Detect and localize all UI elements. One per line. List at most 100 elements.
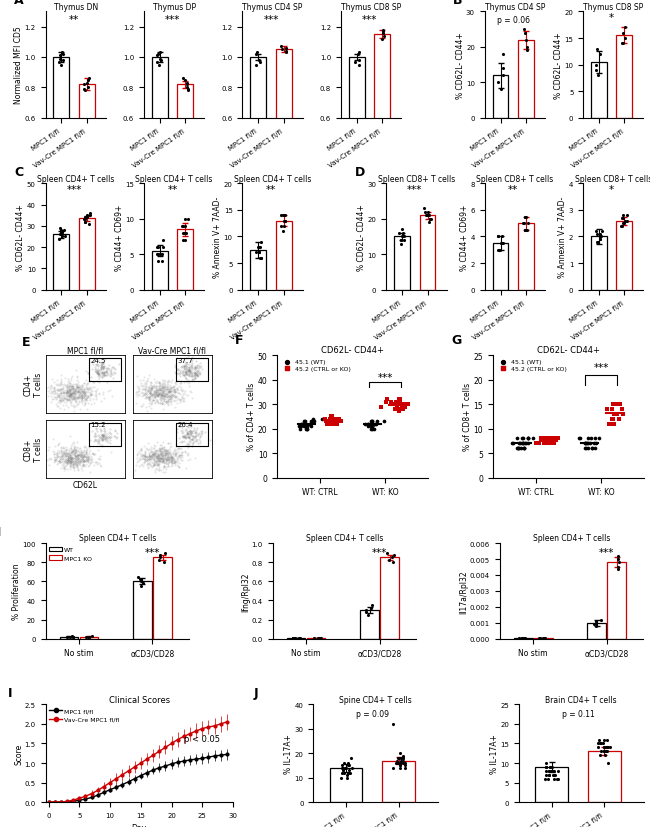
Point (320, 415, 331, 428)
Point (255, 241, 266, 255)
Point (606, 418, 617, 431)
Point (400, 400, 410, 414)
Point (317, 413, 327, 426)
Point (612, 552, 623, 566)
Point (153, 48, 163, 61)
Point (155, 551, 165, 564)
Bar (394, 237, 410, 290)
Point (306, 415, 316, 428)
Point (302, 420, 313, 433)
Point (540, 632, 551, 645)
Point (252, 47, 262, 60)
Point (53, 56, 64, 69)
Point (587, 442, 597, 455)
Point (398, 398, 409, 411)
Point (278, 209, 288, 222)
Point (329, 418, 339, 431)
Point (315, 632, 326, 645)
Text: 37.7: 37.7 (177, 357, 194, 363)
Point (339, 757, 350, 770)
Text: ***: *** (593, 362, 608, 372)
Title: CD62L- CD44+: CD62L- CD44+ (537, 346, 600, 355)
Bar (79, 637, 98, 639)
Point (553, 772, 564, 786)
Point (395, 759, 405, 772)
Point (341, 762, 351, 775)
Point (396, 398, 407, 411)
Point (497, 237, 507, 251)
Point (528, 433, 538, 446)
Point (549, 437, 559, 451)
Y-axis label: % CD62L- CD44+: % CD62L- CD44+ (456, 32, 465, 99)
Point (80, 84, 90, 98)
Point (498, 63, 508, 76)
Legend: MPC1 fl/fl, Vav-Cre MPC1 fl/fl: MPC1 fl/fl, Vav-Cre MPC1 fl/fl (49, 708, 120, 723)
Point (159, 556, 170, 569)
Point (521, 211, 531, 224)
Point (607, 418, 618, 431)
Y-axis label: % CD44+ CD69+: % CD44+ CD69+ (115, 204, 124, 270)
Point (580, 437, 590, 451)
Point (320, 413, 330, 426)
Title: Thymus CD4 SP: Thymus CD4 SP (485, 2, 545, 12)
Point (517, 437, 528, 451)
Text: *: * (609, 13, 614, 23)
Point (398, 403, 408, 416)
Point (178, 73, 188, 86)
Point (612, 408, 623, 421)
Text: ***: *** (407, 184, 422, 194)
Point (514, 632, 525, 645)
Point (515, 437, 525, 451)
Point (68, 631, 78, 644)
Point (343, 759, 354, 772)
Point (595, 231, 606, 244)
Point (136, 580, 146, 593)
Bar (250, 251, 266, 290)
Bar (493, 244, 508, 290)
Point (549, 433, 559, 446)
Title: Spleen CD8+ T cells: Spleen CD8+ T cells (378, 174, 455, 184)
Point (616, 38, 627, 51)
Point (321, 418, 332, 431)
Title: Spleen CD4+ T cells: Spleen CD4+ T cells (79, 533, 156, 543)
Point (367, 420, 378, 433)
Point (182, 77, 192, 90)
Point (256, 252, 266, 265)
Y-axis label: % CD62L- CD44+: % CD62L- CD44+ (357, 204, 366, 270)
Point (589, 618, 599, 631)
Point (361, 605, 371, 619)
Point (391, 395, 401, 409)
Point (392, 398, 402, 411)
Point (549, 772, 559, 786)
Title: Thymus DN: Thymus DN (53, 2, 98, 12)
Point (313, 631, 323, 644)
Text: A: A (14, 0, 23, 7)
Text: B: B (453, 0, 463, 7)
Point (276, 209, 286, 222)
Text: H: H (0, 526, 1, 538)
Point (591, 614, 601, 628)
Legend: 45.1 (WT), 45.2 (CTRL or KO): 45.1 (WT), 45.2 (CTRL or KO) (280, 359, 352, 372)
Point (541, 764, 551, 777)
Point (276, 220, 287, 233)
Point (546, 437, 556, 451)
Text: **: ** (168, 184, 177, 194)
Point (342, 769, 352, 782)
Point (337, 762, 347, 775)
Bar (591, 237, 607, 290)
Point (607, 403, 618, 416)
Text: C: C (14, 165, 23, 179)
Point (177, 220, 188, 233)
Bar (588, 623, 606, 639)
Point (153, 256, 164, 269)
Point (602, 741, 612, 754)
Point (547, 433, 558, 446)
Point (496, 237, 506, 251)
Point (333, 415, 343, 428)
Point (177, 220, 188, 233)
Point (280, 215, 291, 228)
Point (378, 24, 388, 37)
Point (508, 437, 519, 451)
Point (591, 225, 601, 238)
Point (333, 413, 344, 426)
